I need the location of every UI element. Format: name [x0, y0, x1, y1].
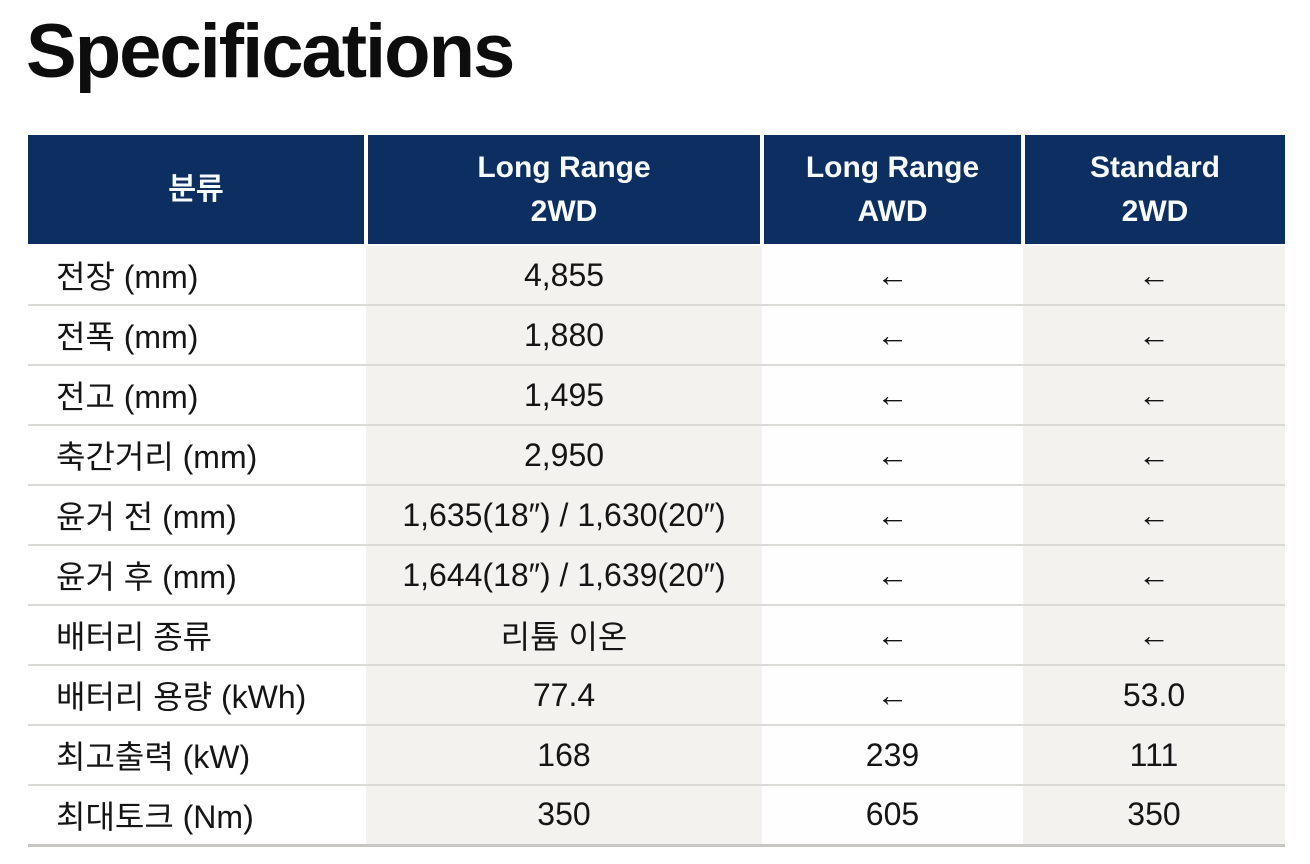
- cell-value: 605: [762, 785, 1023, 847]
- cell-value: 1,635(18″) / 1,630(20″): [366, 485, 762, 546]
- cell-value: ←: [762, 485, 1023, 546]
- header-category: 분류: [28, 135, 366, 246]
- cell-value: 168: [366, 725, 762, 786]
- table-row: 배터리 용량 (kWh) 77.4 ← 53.0: [28, 665, 1285, 726]
- cell-value: ←: [1023, 305, 1285, 366]
- spec-table: 분류 Long Range 2WD Long Range AWD Standar…: [28, 135, 1285, 847]
- table-row: 전고 (mm) 1,495 ← ←: [28, 365, 1285, 426]
- spec-table-header: 분류 Long Range 2WD Long Range AWD Standar…: [28, 135, 1285, 246]
- cell-value: 1,495: [366, 365, 762, 426]
- row-label: 배터리 용량 (kWh): [28, 665, 366, 726]
- cell-value: ←: [762, 665, 1023, 726]
- row-label: 전고 (mm): [28, 365, 366, 426]
- header-standard-2wd: Standard 2WD: [1021, 135, 1285, 246]
- table-row: 축간거리 (mm) 2,950 ← ←: [28, 425, 1285, 486]
- table-row: 전장 (mm) 4,855 ← ←: [28, 245, 1285, 306]
- row-label: 최고출력 (kW): [28, 725, 366, 786]
- row-label: 윤거 전 (mm): [28, 485, 366, 546]
- cell-value: ←: [762, 605, 1023, 666]
- cell-value: 4,855: [366, 245, 762, 306]
- cell-value: ←: [1023, 365, 1285, 426]
- cell-value: 350: [1023, 785, 1285, 847]
- cell-value: ←: [762, 425, 1023, 486]
- table-row: 윤거 후 (mm) 1,644(18″) / 1,639(20″) ← ←: [28, 545, 1285, 606]
- cell-value: 1,644(18″) / 1,639(20″): [366, 545, 762, 606]
- cell-value: ←: [1023, 245, 1285, 306]
- row-label: 전장 (mm): [28, 245, 366, 306]
- row-label: 최대토크 (Nm): [28, 785, 366, 847]
- cell-value: ←: [1023, 545, 1285, 606]
- cell-value: ←: [762, 545, 1023, 606]
- cell-value: 53.0: [1023, 665, 1285, 726]
- table-row: 배터리 종류 리튬 이온 ← ←: [28, 605, 1285, 666]
- cell-value: ←: [1023, 605, 1285, 666]
- cell-value: ←: [1023, 485, 1285, 546]
- cell-value: ←: [762, 245, 1023, 306]
- header-long-range-awd: Long Range AWD: [760, 135, 1023, 246]
- cell-value: 리튬 이온: [366, 605, 762, 666]
- header-long-range-2wd: Long Range 2WD: [364, 135, 762, 246]
- table-row: 윤거 전 (mm) 1,635(18″) / 1,630(20″) ← ←: [28, 485, 1285, 546]
- row-label: 배터리 종류: [28, 605, 366, 666]
- cell-value: ←: [762, 305, 1023, 366]
- row-label: 축간거리 (mm): [28, 425, 366, 486]
- row-label: 전폭 (mm): [28, 305, 366, 366]
- cell-value: ←: [762, 365, 1023, 426]
- cell-value: 1,880: [366, 305, 762, 366]
- table-row: 최고출력 (kW) 168 239 111: [28, 725, 1285, 786]
- cell-value: 239: [762, 725, 1023, 786]
- table-row: 최대토크 (Nm) 350 605 350: [28, 785, 1285, 847]
- page-title: Specifications: [26, 9, 515, 94]
- cell-value: 2,950: [366, 425, 762, 486]
- cell-value: 77.4: [366, 665, 762, 726]
- cell-value: ←: [1023, 425, 1285, 486]
- row-label: 윤거 후 (mm): [28, 545, 366, 606]
- cell-value: 111: [1023, 725, 1285, 786]
- cell-value: 350: [366, 785, 762, 847]
- table-row: 전폭 (mm) 1,880 ← ←: [28, 305, 1285, 366]
